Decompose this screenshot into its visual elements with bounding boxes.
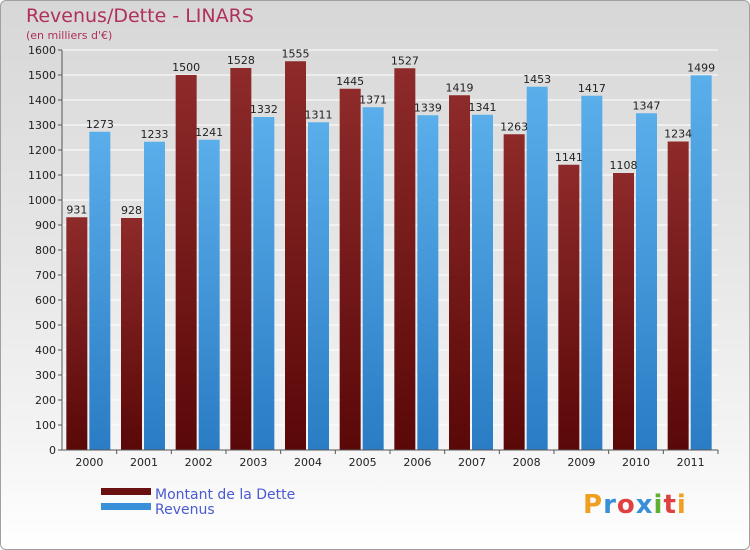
y-tick-label: 700: [35, 269, 56, 282]
logo-letter: r: [603, 490, 617, 520]
legend: Montant de la Dette Revenus: [101, 487, 295, 518]
x-tick-label: 2001: [130, 456, 158, 469]
y-tick-label: 800: [35, 244, 56, 257]
y-tick-label: 0: [49, 444, 56, 457]
data-label-dette: 1234: [664, 128, 692, 141]
data-label-dette: 1500: [172, 61, 200, 74]
bar-revenus: [690, 75, 712, 450]
x-tick-label: 2011: [677, 456, 705, 469]
bar-dette: [175, 75, 197, 450]
data-label-revenus: 1311: [305, 108, 333, 121]
data-label-dette: 1445: [336, 75, 364, 88]
data-label-revenus: 1233: [141, 128, 169, 141]
legend-swatch-debt: [101, 488, 151, 495]
x-tick-label: 2010: [622, 456, 650, 469]
data-label-dette: 1555: [282, 47, 310, 60]
data-label-dette: 1141: [555, 151, 583, 164]
bar-revenus: [144, 141, 165, 450]
bar-revenus: [198, 139, 220, 450]
bar-revenus: [472, 114, 493, 450]
bars: [66, 61, 712, 450]
x-tick-label: 2007: [458, 456, 486, 469]
bar-revenus: [89, 131, 111, 450]
y-tick-label: 600: [35, 294, 56, 307]
x-tick-label: 2004: [294, 456, 322, 469]
y-tick-label: 1100: [28, 169, 56, 182]
y-tick-label: 1300: [28, 119, 56, 132]
x-tick-label: 2002: [185, 456, 213, 469]
data-label-revenus: 1499: [687, 61, 715, 74]
data-label-dette: 1527: [391, 54, 419, 67]
y-tick-label: 300: [35, 369, 56, 382]
logo-letter: t: [663, 490, 677, 520]
x-tick-label: 2006: [403, 456, 431, 469]
logo-letter: P: [583, 490, 604, 520]
data-label-revenus: 1273: [86, 118, 114, 131]
logo-letter: o: [616, 490, 636, 520]
data-label-dette: 1419: [446, 81, 474, 94]
data-label-dette: 1263: [500, 120, 528, 133]
bar-revenus: [253, 117, 275, 450]
bar-dette: [667, 141, 689, 450]
logo-letter: i: [676, 490, 687, 520]
y-tick-label: 1400: [28, 94, 56, 107]
data-label-revenus: 1347: [633, 99, 661, 112]
data-labels: 931 1273 928 1233 1500 1241 1528 1332 1555 1311 14…: [66, 47, 715, 217]
data-label-dette: 1108: [610, 159, 638, 172]
x-tick-label: 2003: [239, 456, 267, 469]
chart-subtitle: (en milliers d'€): [26, 29, 113, 42]
logo-letter: x: [635, 490, 654, 520]
y-tick-label: 900: [35, 219, 56, 232]
y-tick-label: 1600: [28, 44, 56, 57]
bar-revenus: [636, 113, 657, 450]
bar-revenus: [526, 86, 548, 450]
logo-letter: i: [653, 490, 664, 520]
bar-revenus: [362, 107, 384, 450]
data-label-revenus: 1332: [250, 103, 278, 116]
data-label-dette: 1528: [227, 54, 255, 67]
bar-revenus: [308, 122, 329, 450]
bar-revenus: [417, 115, 439, 450]
data-label-revenus: 1453: [523, 73, 551, 86]
legend-label-revenus: Revenus: [155, 502, 215, 518]
bar-revenus: [581, 95, 603, 450]
data-label-revenus: 1371: [359, 93, 387, 106]
bar-dette: [66, 217, 88, 450]
bar-dette: [558, 164, 580, 450]
axes: 0 100 200 300 400 500 600 700 800 900 1000 1100 1200…: [28, 44, 719, 469]
bar-dette: [121, 218, 142, 450]
bar-dette: [613, 173, 634, 450]
y-tick-label: 1500: [28, 69, 56, 82]
data-label-revenus: 1339: [414, 101, 442, 114]
bar-dette: [339, 88, 361, 450]
data-label-revenus: 1241: [195, 126, 223, 139]
data-label-dette: 928: [121, 204, 142, 217]
x-tick-label: 2009: [567, 456, 595, 469]
y-tick-label: 1200: [28, 144, 56, 157]
chart-title: Revenus/Dette - LINARS: [26, 5, 254, 27]
grid: [62, 49, 718, 451]
legend-swatch-revenus: [101, 503, 151, 510]
x-tick-label: 2008: [513, 456, 541, 469]
x-tick-label: 2005: [349, 456, 377, 469]
proxiti-logo: Proxiti: [583, 490, 687, 520]
bar-dette: [503, 134, 525, 450]
bar-dette: [449, 95, 470, 450]
data-label-revenus: 1417: [578, 82, 606, 95]
y-tick-label: 100: [35, 419, 56, 432]
x-tick-label: 2000: [75, 456, 103, 469]
y-tick-label: 500: [35, 319, 56, 332]
y-tick-label: 400: [35, 344, 56, 357]
bar-dette: [230, 68, 252, 450]
data-label-dette: 931: [66, 203, 87, 216]
y-tick-label: 1000: [28, 194, 56, 207]
bar-dette: [394, 68, 416, 450]
bar-dette: [285, 61, 306, 450]
y-tick-label: 200: [35, 394, 56, 407]
data-label-revenus: 1341: [469, 101, 497, 114]
legend-label-debt: Montant de la Dette: [155, 487, 295, 503]
